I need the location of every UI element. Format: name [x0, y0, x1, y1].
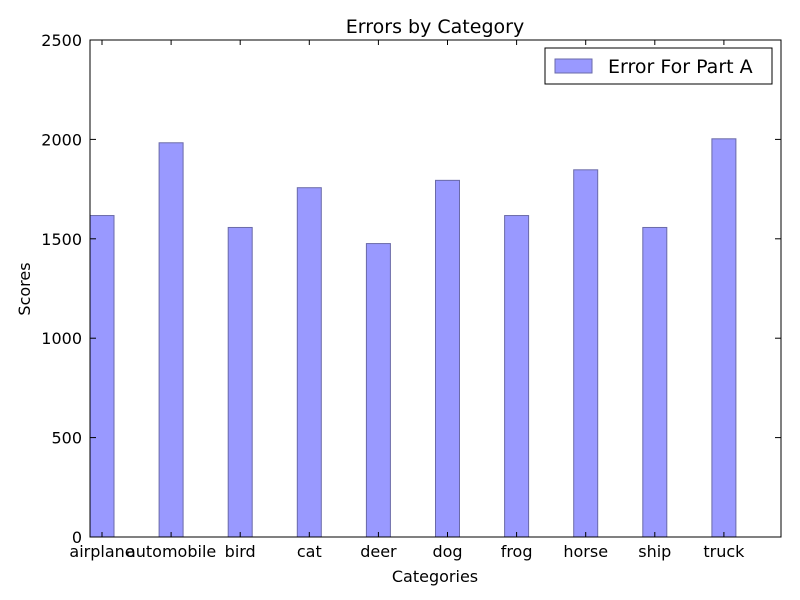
x-tick-label: frog — [501, 542, 533, 561]
legend-swatch — [554, 58, 593, 74]
plot-frame — [89, 39, 782, 538]
y-tick-label: 2000 — [41, 130, 82, 149]
y-tick-label: 2500 — [41, 31, 82, 50]
bar-cat — [296, 187, 322, 538]
bar-horse — [573, 169, 599, 538]
chart-title: Errors by Category — [346, 16, 524, 38]
y-tick-label: 500 — [51, 429, 82, 448]
legend-label: Error For Part A — [608, 56, 753, 78]
bar-frog — [504, 215, 530, 538]
x-tick-label: horse — [563, 542, 608, 561]
bars-group — [89, 138, 737, 538]
bar-ship — [642, 226, 668, 538]
x-tick-label: airplane — [69, 542, 134, 561]
x-tick-label: automobile — [126, 542, 216, 561]
x-tick-label: deer — [360, 542, 397, 561]
x-tick-label: cat — [297, 542, 322, 561]
y-axis-label: Scores — [15, 262, 34, 315]
bar-dog — [435, 179, 460, 538]
y-tick-label: 1000 — [41, 329, 82, 348]
x-axis-label: Categories — [392, 567, 478, 586]
bar-airplane — [89, 215, 115, 538]
bar-bird — [227, 226, 253, 538]
x-tick-label: bird — [225, 542, 256, 561]
x-tick-label: dog — [432, 542, 462, 561]
y-tick-label: 0 — [72, 528, 82, 547]
y-tick-label: 1500 — [41, 230, 82, 249]
x-tick-label: ship — [638, 542, 671, 561]
bar-truck — [711, 138, 737, 538]
legend: Error For Part A — [544, 47, 773, 85]
bar-automobile — [158, 142, 184, 538]
bar-deer — [365, 243, 391, 538]
x-tick-label: truck — [703, 542, 745, 561]
